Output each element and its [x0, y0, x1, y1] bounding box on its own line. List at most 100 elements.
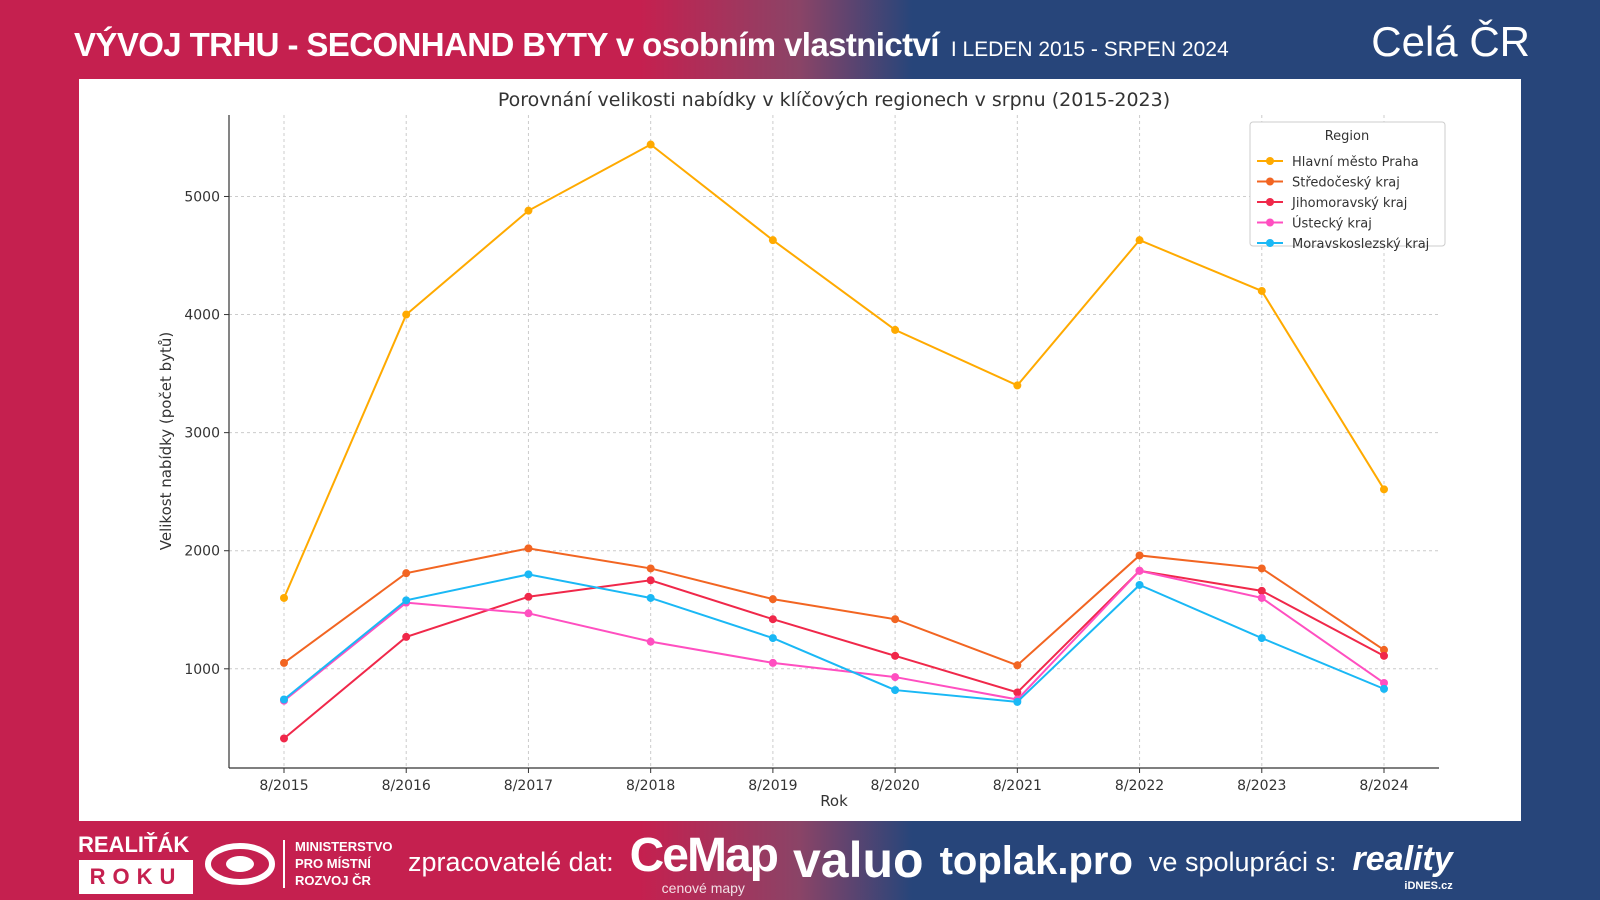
data-point [1257, 586, 1266, 595]
x-tick-label: 8/2024 [1359, 778, 1408, 794]
reality-block: reality iDNES.cz [1353, 838, 1453, 893]
footer-brands: zpracovatelé dat: CeMap cenové mapy valu… [408, 829, 1453, 897]
chart-title: Porovnání velikosti nabídky v klíčových … [498, 89, 1170, 111]
chart-panel: Porovnání velikosti nabídky v klíčových … [79, 79, 1521, 821]
ministry-emblem-icon [205, 843, 275, 885]
data-point [1135, 236, 1144, 245]
data-point [280, 658, 288, 667]
ministry-line: ROZVOJ ČR [295, 873, 371, 888]
data-point [891, 673, 900, 682]
legend-label: Ústecký kraj [1292, 216, 1372, 232]
data-point [1013, 661, 1022, 670]
data-point [1013, 688, 1022, 697]
data-point [768, 236, 777, 245]
legend-label: Moravskoslezský kraj [1292, 237, 1429, 252]
reality-idnes-sub: iDNES.cz [1404, 880, 1453, 892]
y-tick-label: 2000 [184, 544, 220, 560]
x-tick-label: 8/2019 [748, 778, 797, 794]
valuo-logo: valuo [792, 832, 924, 888]
legend-label: Hlavní město Praha [1292, 155, 1419, 170]
legend-label: Středočeský kraj [1292, 176, 1400, 191]
data-point [1380, 645, 1388, 654]
x-tick-label: 8/2016 [382, 778, 431, 794]
data-point [768, 615, 777, 624]
series-line [283, 569, 1385, 740]
x-tick-label: 8/2023 [1237, 778, 1286, 794]
legend-label: Jihomoravský kraj [1291, 196, 1407, 211]
series-line [283, 547, 1385, 667]
y-tick-label: 1000 [184, 662, 220, 678]
data-point [280, 593, 288, 602]
legend-marker [1266, 177, 1274, 186]
ministry-line: PRO MÍSTNÍ [295, 856, 371, 871]
region-label: Celá ČR [1371, 18, 1530, 65]
data-point [524, 609, 533, 618]
toplak-logo: toplak.pro [939, 839, 1133, 883]
data-point [891, 651, 900, 660]
data-point [891, 325, 900, 334]
series-line [283, 143, 1385, 599]
data-point [646, 593, 655, 602]
ministry-name: MINISTERSTVO PRO MÍSTNÍ ROZVOJ ČR [295, 838, 393, 889]
legend-marker [1266, 218, 1274, 227]
data-point [1380, 678, 1388, 687]
data-point [768, 658, 777, 667]
data-point [524, 570, 533, 579]
legend-marker [1266, 198, 1274, 206]
data-point [646, 576, 655, 585]
data-point [646, 564, 655, 573]
header: VÝVOJ TRHU - SECONHAND BYTY v osobním vl… [74, 18, 1530, 74]
y-axis-label: Velikost nabídky (počet bytů) [157, 332, 175, 550]
data-point [768, 634, 777, 643]
processors-label: zpracovatelé dat: [408, 847, 614, 877]
legend-marker [1266, 157, 1274, 165]
cemap-block: CeMap cenové mapy [629, 829, 779, 897]
footer: REALIŤÁK ROKU MINISTERSTVO PRO MÍSTNÍ RO… [0, 830, 1600, 900]
reality-idnes-logo: reality [1352, 840, 1453, 878]
x-tick-label: 8/2015 [259, 778, 308, 794]
data-point [646, 140, 655, 149]
data-point [1380, 684, 1388, 693]
x-tick-label: 8/2021 [993, 778, 1042, 794]
legend-marker [1266, 239, 1274, 247]
ministry-line: MINISTERSTVO [295, 839, 393, 854]
x-tick-label: 8/2020 [870, 778, 919, 794]
ministry-divider [283, 840, 285, 888]
data-point [1013, 381, 1022, 390]
data-point [280, 695, 288, 704]
data-point [1257, 634, 1266, 643]
data-point [524, 544, 533, 553]
y-tick-label: 5000 [184, 189, 220, 205]
data-point [768, 595, 777, 604]
line-chart: Porovnání velikosti nabídky v klíčových … [157, 89, 1446, 810]
series-line [283, 573, 1385, 703]
data-point [402, 596, 411, 605]
data-point [646, 637, 655, 646]
data-point [402, 569, 411, 578]
realitak-logo-top: REALIŤÁK [78, 832, 190, 857]
data-point [402, 310, 411, 319]
realitak-logo-bottom: ROKU [79, 860, 193, 894]
page-title: VÝVOJ TRHU - SECONHAND BYTY v osobním vl… [74, 26, 939, 63]
x-tick-label: 8/2018 [626, 778, 675, 794]
data-point [524, 206, 533, 215]
cemap-logo: CeMap [629, 829, 779, 882]
y-tick-label: 3000 [184, 426, 220, 442]
data-point [891, 686, 900, 695]
data-point [1135, 551, 1144, 560]
legend: Region Hlavní město Praha Středočeský kra… [1249, 121, 1446, 252]
x-axis-label: Rok [820, 792, 848, 810]
data-point [1257, 564, 1266, 573]
data-point [402, 632, 411, 641]
cooperation-label: ve spolupráci s: [1148, 847, 1337, 877]
data-point [891, 615, 900, 624]
data-point [1380, 651, 1388, 660]
x-tick-label: 8/2022 [1115, 778, 1164, 794]
data-point [1380, 485, 1388, 494]
data-point [1257, 286, 1266, 295]
data-point [1135, 566, 1144, 575]
x-tick-label: 8/2017 [504, 778, 553, 794]
cemap-sub: cenové mapy [661, 880, 745, 896]
period: I LEDEN 2015 - SRPEN 2024 [950, 38, 1229, 61]
series-line [283, 569, 1385, 702]
